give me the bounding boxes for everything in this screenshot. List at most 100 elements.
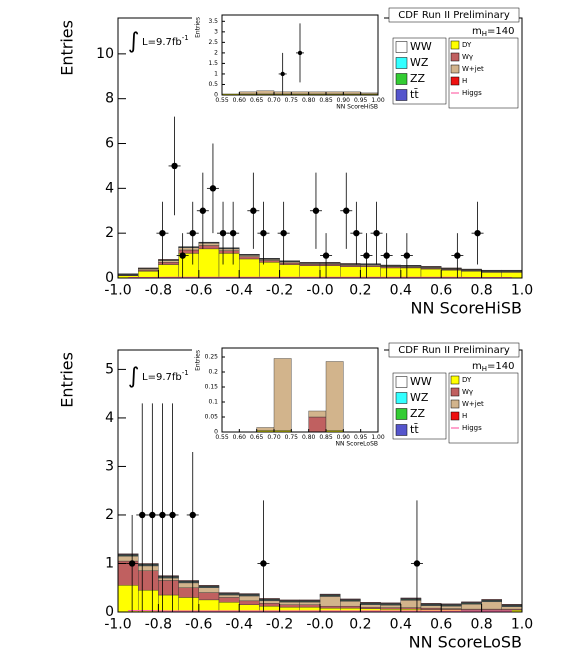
histogram-bar	[502, 607, 522, 609]
data-point	[230, 230, 236, 236]
histogram-bar	[421, 606, 441, 608]
legend-swatch	[451, 77, 459, 85]
y-tick-label: 3	[214, 28, 218, 35]
data-point	[190, 230, 196, 236]
header: CDF Run II Preliminary	[398, 345, 510, 356]
legend-swatch	[451, 412, 459, 420]
data-point	[139, 512, 145, 518]
legend-label: W+jet	[462, 400, 484, 408]
histogram-bar	[381, 268, 401, 278]
data-point	[220, 230, 226, 236]
histogram-bar	[300, 605, 320, 607]
mass-symbol: m	[472, 26, 482, 37]
x-tick-label: -0.8	[145, 617, 172, 633]
y-tick-label: 1.5	[208, 60, 218, 67]
histogram-bar	[401, 268, 421, 278]
histogram-bar	[239, 92, 256, 94]
histogram-bar	[179, 583, 199, 588]
x-tick-label: 1.0	[511, 617, 533, 633]
legend-label: DY	[462, 376, 472, 384]
x-axis-title: NN ScoreHiSB	[411, 298, 522, 317]
data-point	[343, 208, 349, 214]
histogram-bar	[179, 597, 199, 612]
histogram-bar	[340, 606, 360, 608]
legend-label: Wγ	[462, 388, 473, 396]
data-point	[129, 560, 135, 566]
mass-value: =140	[487, 26, 514, 37]
histogram-bar	[441, 606, 461, 608]
histogram-bar	[219, 251, 239, 254]
histogram-bar	[138, 571, 158, 590]
legend-label: H	[462, 412, 467, 420]
histogram-bar	[280, 265, 300, 278]
data-point	[260, 560, 266, 566]
data-point	[250, 208, 256, 214]
histogram-bar	[320, 596, 340, 606]
data-point	[404, 252, 410, 258]
histogram-bar	[320, 606, 340, 608]
data-point	[363, 252, 369, 258]
header: CDF Run II Preliminary	[398, 10, 510, 21]
data-point	[159, 512, 165, 518]
data-point	[210, 185, 216, 191]
x-axis-title: NN ScoreLoSB	[335, 441, 378, 448]
lumi-value: L=9.7fb	[142, 372, 182, 383]
data-point	[159, 230, 165, 236]
y-tick-label: 10	[96, 46, 114, 62]
histogram-bar	[343, 92, 360, 94]
legend-label: ZZ	[410, 407, 426, 420]
y-tick-label: 0.15	[205, 384, 219, 391]
legend-swatch	[451, 376, 459, 384]
data-point	[200, 208, 206, 214]
x-tick-label: 0.75	[285, 434, 299, 441]
y-tick-label: 2	[214, 49, 218, 56]
data-point	[414, 560, 420, 566]
mass-label: mH=140	[472, 26, 514, 38]
histogram-bar	[239, 255, 259, 256]
histogram-bar	[179, 248, 199, 250]
histogram-bar	[179, 588, 199, 598]
histogram-bar	[199, 593, 219, 600]
x-tick-label: 0.70	[267, 434, 281, 441]
x-tick-label: 0.65	[250, 434, 264, 441]
legend-swatch	[396, 425, 407, 436]
x-tick-label: -0.2	[266, 283, 293, 299]
histogram-bar	[326, 92, 343, 94]
x-tick-label: 0.65	[250, 97, 264, 104]
x-tick-label: 0.80	[302, 97, 316, 104]
histogram-bar	[199, 249, 219, 278]
histogram-bar	[274, 359, 291, 431]
y-tick-label: 0.5	[208, 81, 218, 88]
histogram-bar	[199, 246, 219, 249]
data-point	[298, 51, 302, 55]
y-tick-label: 5	[105, 361, 114, 377]
histogram-bar	[199, 243, 219, 245]
integral-sign: ∫	[128, 364, 139, 389]
y-tick-label: 0.1	[208, 399, 218, 406]
histogram-bar	[280, 602, 300, 604]
legend-swatch	[451, 53, 459, 61]
histogram-bar	[158, 580, 178, 595]
histogram-bar	[239, 601, 259, 605]
legend-label: WW	[410, 375, 432, 388]
histogram-bar	[257, 428, 274, 431]
x-tick-label: 0.85	[319, 97, 333, 104]
lumi-label: L=9.7fb-1	[142, 34, 189, 48]
y-tick-label: 8	[105, 91, 114, 107]
histogram-bar	[239, 596, 259, 601]
x-tick-label: -0.6	[185, 617, 212, 633]
x-tick-label: -0.4	[226, 617, 253, 633]
histogram-bar	[361, 93, 378, 94]
data-point	[190, 512, 196, 518]
histogram-bar	[309, 417, 326, 432]
y-tick-label: 1	[105, 555, 114, 571]
legend-swatch	[396, 377, 407, 388]
legend-box	[449, 38, 518, 108]
y-axis-title: Entries	[58, 20, 77, 76]
legend-swatch	[451, 65, 459, 73]
y-tick-label: 2	[105, 507, 114, 523]
x-tick-label: 0.6	[430, 283, 452, 299]
histogram-bar	[340, 601, 360, 606]
data-point	[353, 230, 359, 236]
histogram-bar	[320, 266, 340, 278]
